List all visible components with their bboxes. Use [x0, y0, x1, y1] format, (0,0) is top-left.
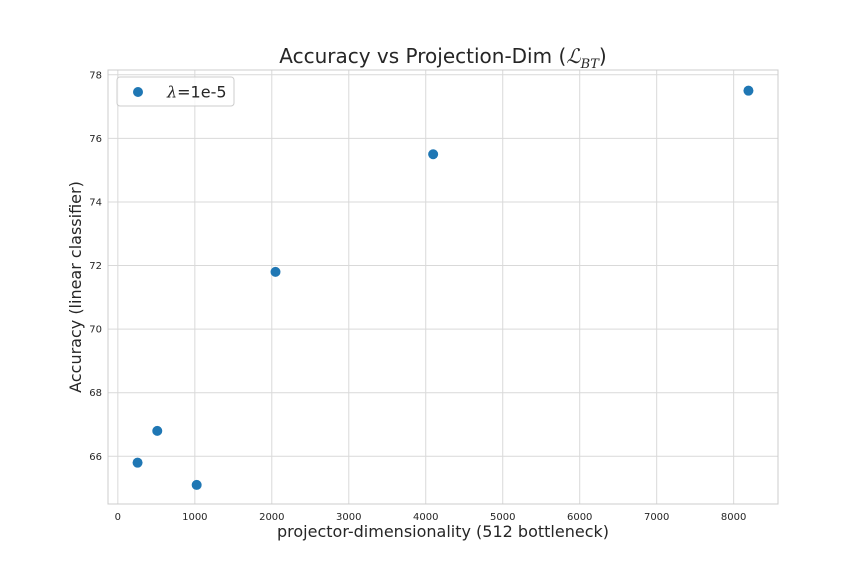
x-tick-label: 3000 [336, 512, 361, 523]
x-tick-label: 8000 [721, 512, 746, 523]
data-point [270, 266, 281, 277]
legend-label-value: =1e-5 [177, 83, 226, 102]
x-tick-label: 2000 [259, 512, 284, 523]
data-point [191, 479, 202, 490]
x-tick-label: 5000 [490, 512, 515, 523]
x-tick-label: 4000 [413, 512, 438, 523]
y-tick-label: 72 [89, 261, 102, 272]
y-tick-label: 70 [89, 325, 102, 336]
legend: λ=1e-5 [116, 76, 235, 107]
data-points [132, 85, 754, 490]
y-tick-label: 76 [89, 134, 102, 145]
x-tick-label: 1000 [182, 512, 207, 523]
legend-box [116, 76, 235, 107]
data-point [428, 149, 439, 160]
data-point [743, 85, 754, 96]
x-axis-label: projector-dimensionality (512 bottleneck… [277, 522, 609, 541]
legend-label-symbol: λ [166, 83, 177, 102]
y-axis-label: Accuracy (linear classifier) [66, 181, 85, 393]
x-tick-label: 6000 [567, 512, 592, 523]
legend-marker [133, 87, 143, 97]
tick-labels: 0 1000 2000 3000 4000 5000 6000 7000 8000 66 68 70 7… [89, 70, 746, 523]
chart-title-math: ℒ [566, 44, 581, 68]
y-tick-label: 68 [89, 388, 102, 399]
chart-title-suffix: ) [599, 44, 607, 68]
chart-title-math-subscript: BT [580, 57, 601, 72]
x-tick-label: 7000 [644, 512, 669, 523]
legend-label: λ=1e-5 [166, 83, 227, 102]
y-tick-label: 74 [89, 197, 102, 208]
y-tick-label: 66 [89, 452, 102, 463]
data-point [132, 457, 143, 468]
chart-title-prefix: Accuracy vs Projection-Dim ( [279, 44, 566, 68]
plot-frame [107, 69, 779, 505]
y-tick-label: 78 [89, 70, 102, 81]
x-tick-label: 0 [115, 512, 121, 523]
chart-title: Accuracy vs Projection-Dim (ℒBT) [279, 44, 606, 72]
data-point [152, 425, 163, 436]
grid [108, 70, 778, 504]
